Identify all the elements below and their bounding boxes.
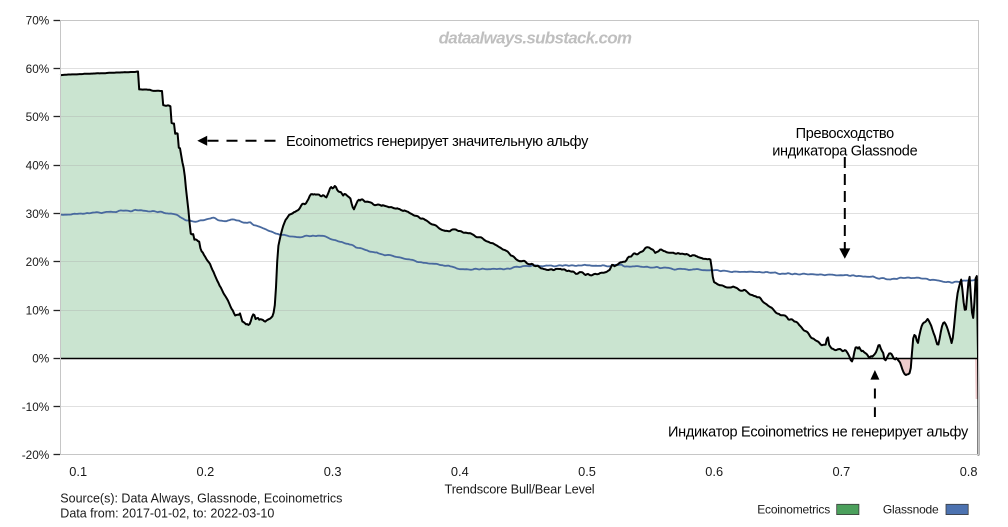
svg-text:0%: 0% <box>32 352 50 366</box>
svg-text:0.2: 0.2 <box>197 464 215 479</box>
svg-text:Превосходство: Превосходство <box>796 126 895 142</box>
svg-text:Ecoinometrics генерирует значи: Ecoinometrics генерирует значительную ал… <box>286 134 589 150</box>
svg-text:Data from: 2017-01-02, to: 202: Data from: 2017-01-02, to: 2022-03-10 <box>60 507 274 521</box>
svg-text:0.7: 0.7 <box>833 464 851 479</box>
svg-text:70%: 70% <box>26 14 50 28</box>
svg-text:dataalways.substack.com: dataalways.substack.com <box>439 29 632 48</box>
svg-text:0.3: 0.3 <box>324 464 342 479</box>
svg-text:Индикатор Ecoinometrics не ген: Индикатор Ecoinometrics не генерирует ал… <box>668 424 969 440</box>
svg-text:0.8: 0.8 <box>960 464 978 479</box>
svg-text:Trendscore Bull/Bear Level: Trendscore Bull/Bear Level <box>445 482 595 497</box>
svg-text:Source(s): Data Always, Glassn: Source(s): Data Always, Glassnode, Ecoin… <box>60 491 342 505</box>
svg-text:индикатора Glassnode: индикатора Glassnode <box>772 143 917 159</box>
svg-text:50%: 50% <box>26 110 50 124</box>
svg-text:30%: 30% <box>26 207 50 221</box>
svg-text:40%: 40% <box>26 159 50 173</box>
svg-text:60%: 60% <box>26 62 50 76</box>
svg-text:-20%: -20% <box>22 448 50 462</box>
svg-text:0.6: 0.6 <box>705 464 723 479</box>
svg-text:10%: 10% <box>26 303 50 317</box>
svg-text:-10%: -10% <box>22 400 50 414</box>
svg-text:0.5: 0.5 <box>578 464 596 479</box>
svg-text:20%: 20% <box>26 255 50 269</box>
svg-text:0.1: 0.1 <box>69 464 87 479</box>
svg-text:0.4: 0.4 <box>451 464 469 479</box>
svg-text:Glassnode: Glassnode <box>883 503 939 517</box>
svg-text:Ecoinometrics: Ecoinometrics <box>757 503 830 517</box>
